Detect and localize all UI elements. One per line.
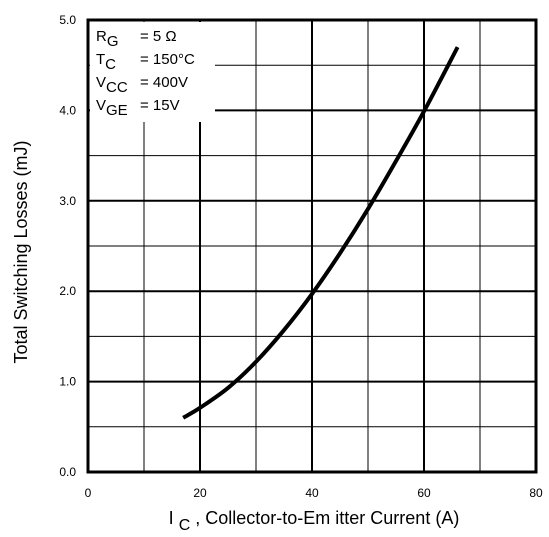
x-tick-label: 60 <box>417 486 431 500</box>
condition-line: TC = 150°C <box>96 51 195 73</box>
y-tick-label: 3.0 <box>59 194 76 208</box>
condition-symbol: V <box>96 74 106 91</box>
x-axis-label: I C , Collector-to-Em itter Current (A) <box>169 508 460 534</box>
x-axis-label-main: I <box>169 508 174 528</box>
loss-curve <box>182 46 460 420</box>
y-tick-label: 1.0 <box>59 375 76 389</box>
condition-value: = 400V <box>140 74 188 91</box>
x-axis-label-subscript: C <box>179 517 191 534</box>
condition-symbol: V <box>96 97 106 114</box>
condition-line: RG = 5 Ω <box>96 28 177 50</box>
tick-labels: 0 20 40 60 80 0.0 1.0 2.0 3.0 4.0 5.0 <box>59 13 543 500</box>
condition-subscript: GE <box>106 102 128 119</box>
y-tick-label: 5.0 <box>59 13 76 27</box>
condition-value: = 5 Ω <box>140 28 177 45</box>
plot-frame <box>86 18 538 474</box>
x-tick-label: 0 <box>85 486 92 500</box>
grid-layer <box>88 20 536 472</box>
condition-subscript: C <box>105 56 116 73</box>
condition-value: = 15V <box>140 97 180 114</box>
conditions-box: RG = 5 Ω TC = 150°C VCC = 400V VGE = 15V <box>90 22 215 122</box>
x-tick-label: 40 <box>305 486 319 500</box>
series-layer <box>182 46 460 420</box>
condition-line: VGE = 15V <box>96 97 180 119</box>
condition-line: VCC = 400V <box>96 74 188 96</box>
y-tick-label: 2.0 <box>59 284 76 298</box>
condition-subscript: G <box>107 33 119 50</box>
y-axis-label: Total Switching Losses (mJ) <box>11 140 31 363</box>
y-tick-label: 0.0 <box>59 465 76 479</box>
condition-subscript: CC <box>106 79 128 96</box>
x-axis-label-rest: , Collector-to-Em itter Current (A) <box>195 508 459 528</box>
condition-symbol: T <box>96 51 105 68</box>
condition-symbol: R <box>96 28 107 45</box>
y-tick-label: 4.0 <box>59 103 76 117</box>
condition-value: = 150°C <box>140 51 195 68</box>
x-tick-label: 80 <box>529 486 543 500</box>
conditions-background-lower <box>90 104 201 122</box>
x-tick-label: 20 <box>193 486 207 500</box>
